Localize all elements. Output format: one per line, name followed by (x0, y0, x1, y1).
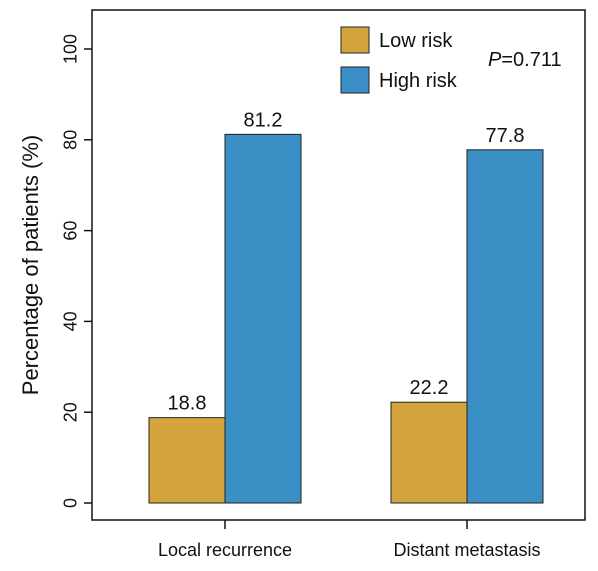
legend-swatch-low-risk (340, 26, 370, 54)
legend: Low risk High risk (340, 26, 458, 94)
x-axis: Local recurrence Distant metastasis (158, 520, 541, 560)
y-tick-label: 40 (60, 311, 80, 331)
y-tick-label: 20 (60, 402, 80, 422)
y-axis: 0 20 40 60 80 100 (60, 34, 92, 508)
legend-item-low-risk: Low risk (340, 26, 453, 54)
legend-item-high-risk: High risk (340, 66, 458, 94)
bars (148, 133, 544, 504)
y-tick-label: 0 (60, 498, 80, 508)
legend-label-high-risk: High risk (379, 70, 458, 92)
legend-swatch-high-risk (340, 66, 370, 94)
bar-value-label: 18.8 (168, 393, 207, 415)
bar-value-labels: 18.8 81.2 22.2 77.8 (168, 109, 525, 414)
bar-low-risk-local-recurrence (148, 417, 226, 504)
bar-value-label: 81.2 (244, 109, 283, 131)
x-tick-label: Local recurrence (158, 540, 292, 560)
p-value-number: =0.711 (501, 49, 561, 71)
x-tick-label: Distant metastasis (393, 540, 540, 560)
bar-low-risk-distant-metastasis (390, 401, 468, 504)
bar-high-risk-local-recurrence (224, 133, 302, 504)
p-value-symbol: P (488, 49, 502, 71)
y-tick-label: 100 (60, 34, 80, 64)
plot-frame (91, 9, 586, 521)
y-axis-title: Percentage of patients (%) (18, 135, 43, 395)
y-tick-label: 60 (60, 221, 80, 241)
bar-value-label: 22.2 (410, 377, 449, 399)
legend-label-low-risk: Low risk (379, 30, 453, 52)
bar-high-risk-distant-metastasis (466, 149, 544, 504)
y-tick-label: 80 (60, 130, 80, 150)
p-value-annotation: P=0.711 (488, 49, 562, 71)
bar-value-label: 77.8 (486, 125, 525, 147)
